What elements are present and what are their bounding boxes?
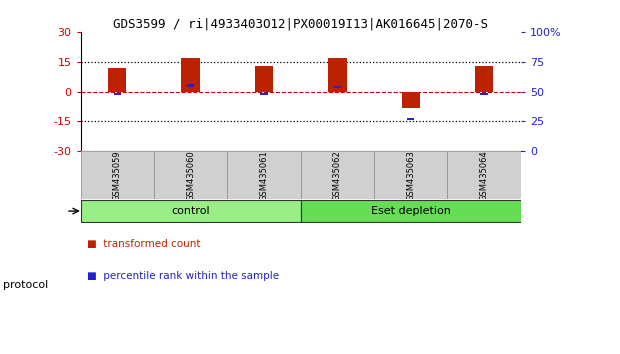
Text: GSM435059: GSM435059 xyxy=(113,150,122,201)
Text: protocol: protocol xyxy=(3,280,48,290)
Bar xyxy=(81,200,301,222)
Text: GSM435062: GSM435062 xyxy=(333,150,342,201)
Bar xyxy=(402,92,420,108)
Text: Eset depletion: Eset depletion xyxy=(371,206,451,216)
Bar xyxy=(448,152,521,199)
Bar xyxy=(480,93,488,95)
Text: ■  percentile rank within the sample: ■ percentile rank within the sample xyxy=(87,271,279,281)
Text: GSM435061: GSM435061 xyxy=(260,150,268,201)
Bar xyxy=(334,86,341,88)
Bar xyxy=(154,152,228,199)
Bar xyxy=(182,58,200,92)
Bar xyxy=(108,68,126,92)
Text: GSM435060: GSM435060 xyxy=(186,150,195,201)
Bar xyxy=(260,93,268,95)
Bar xyxy=(301,200,521,222)
Bar xyxy=(255,66,273,92)
Text: GSM435064: GSM435064 xyxy=(480,150,489,201)
Text: GSM435063: GSM435063 xyxy=(406,150,415,201)
Text: ■  transformed count: ■ transformed count xyxy=(87,239,200,249)
Bar xyxy=(374,152,448,199)
Bar xyxy=(475,66,494,92)
Bar xyxy=(187,85,194,87)
Text: control: control xyxy=(171,206,210,216)
Bar xyxy=(228,152,301,199)
Bar xyxy=(81,152,154,199)
Bar xyxy=(328,58,347,92)
Bar xyxy=(407,118,414,120)
Title: GDS3599 / ri|4933403O12|PX00019I13|AK016645|2070-S: GDS3599 / ri|4933403O12|PX00019I13|AK016… xyxy=(113,18,488,31)
Bar xyxy=(113,93,121,95)
Bar xyxy=(301,152,374,199)
